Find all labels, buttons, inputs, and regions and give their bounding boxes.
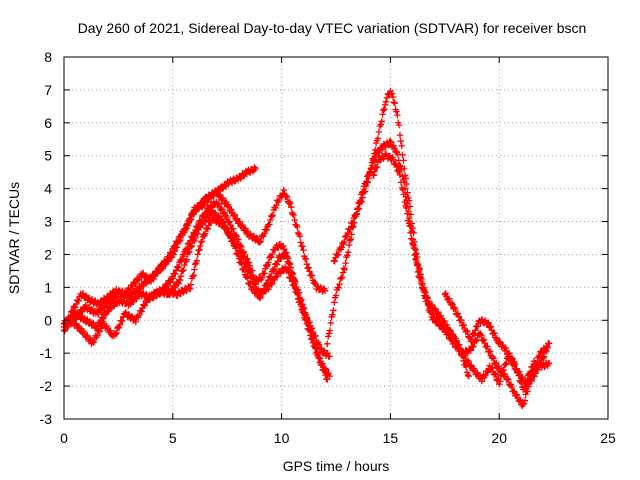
series-marks-trace-9 — [441, 290, 553, 393]
y-tick-label: 4 — [44, 181, 52, 197]
y-tick-label: -3 — [40, 411, 53, 427]
x-tick-label: 10 — [274, 430, 290, 446]
chart-title: Day 260 of 2021, Sidereal Day-to-day VTE… — [78, 20, 587, 36]
y-tick-label: 8 — [44, 49, 52, 65]
data-marks — [60, 88, 553, 410]
y-tick-label: 6 — [44, 115, 52, 131]
axis-ticks: 0 5 10 15 20 25 -3 -2 -1 0 1 2 3 4 5 6 7 8 — [40, 49, 616, 446]
y-axis-label: SDTVAR / TECUs — [6, 182, 22, 294]
x-axis-label: GPS time / hours — [283, 458, 390, 474]
y-tick-label: 3 — [44, 214, 52, 230]
y-tick-label: 1 — [44, 279, 52, 295]
y-tick-label: 7 — [44, 82, 52, 98]
x-tick-label: 20 — [491, 430, 507, 446]
x-tick-label: 5 — [169, 430, 177, 446]
series-trace-5 — [147, 214, 331, 383]
series-marks-trace-8 — [369, 150, 551, 410]
series-marks-trace-5 — [147, 214, 331, 383]
y-tick-label: 0 — [44, 312, 52, 328]
x-tick-label: 0 — [60, 430, 68, 446]
plot-frame — [63, 56, 609, 420]
grid — [64, 57, 608, 419]
y-tick-label: -1 — [40, 345, 53, 361]
series-marks-trace-7 — [324, 138, 553, 388]
y-tick-label: 5 — [44, 148, 52, 164]
series-trace-9 — [441, 290, 553, 393]
x-tick-label: 15 — [383, 430, 399, 446]
y-tick-label: 2 — [44, 246, 52, 262]
y-tick-label: -2 — [40, 378, 53, 394]
series-trace-8 — [369, 150, 551, 410]
x-tick-label: 25 — [600, 430, 616, 446]
series-trace-1 — [60, 164, 259, 331]
series-marks-trace-1 — [60, 164, 259, 331]
series-trace-7 — [324, 138, 553, 388]
